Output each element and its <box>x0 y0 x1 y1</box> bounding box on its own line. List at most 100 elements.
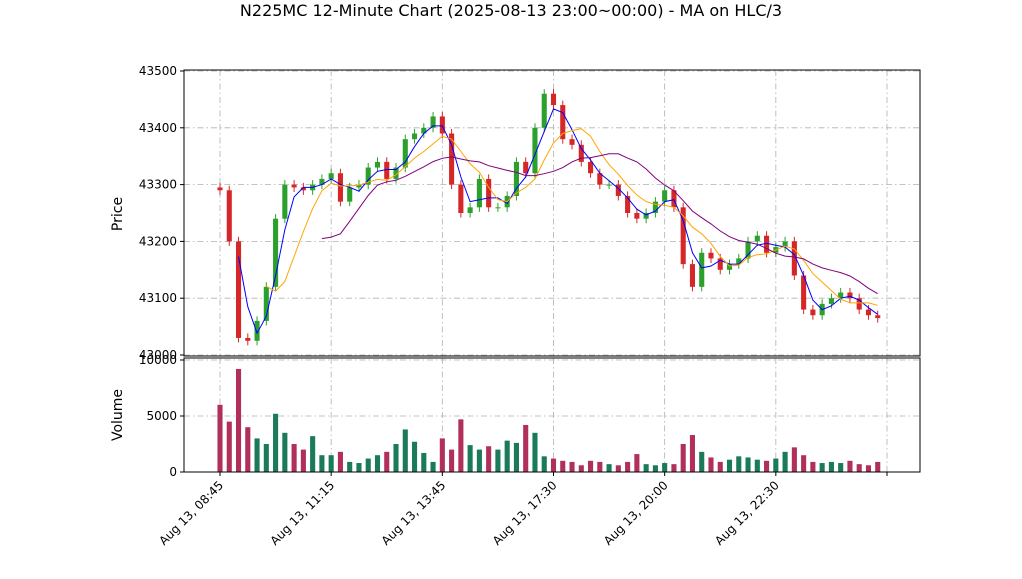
candle-body <box>550 93 557 106</box>
volume-bar <box>513 442 519 472</box>
candle-body <box>365 167 371 185</box>
volume-bar <box>347 461 353 472</box>
candle-body <box>486 178 492 208</box>
candle-body <box>828 298 834 304</box>
candle-body <box>458 184 464 213</box>
candle-body <box>736 258 742 265</box>
volume-bar <box>671 464 677 472</box>
candle-body <box>662 190 668 202</box>
volume-bar <box>717 461 723 472</box>
candle-body <box>245 337 251 341</box>
volume-bar <box>754 459 760 472</box>
candle-body <box>356 184 362 188</box>
volume-bar <box>319 455 325 472</box>
candle-body <box>217 187 223 191</box>
volume-bar <box>235 368 242 472</box>
candle-body <box>625 195 631 213</box>
volume-bar <box>476 449 482 472</box>
volume-bars <box>217 368 881 472</box>
candle-body <box>588 161 594 174</box>
candle-body <box>810 309 816 316</box>
volume-bar <box>217 404 223 472</box>
volume-bar <box>847 460 853 472</box>
volume-bar <box>680 444 686 472</box>
candle-body <box>495 207 501 209</box>
candle-body <box>319 178 325 185</box>
candle-body <box>291 184 297 188</box>
x-tick-label: Aug 13, 11:15 <box>267 478 337 548</box>
candle-body <box>374 161 381 168</box>
price-y-tick-label: 43500 <box>139 64 177 78</box>
volume-bar <box>689 435 696 472</box>
candle-body <box>263 286 269 321</box>
candle-body <box>717 258 723 270</box>
candle-body <box>606 184 612 186</box>
volume-bar <box>615 465 621 472</box>
candle-body <box>226 190 232 242</box>
candle-body <box>347 187 353 202</box>
volume-bar <box>634 454 640 472</box>
volume-bar <box>643 464 649 472</box>
ma-lines <box>238 108 878 335</box>
volume-bar <box>467 445 473 472</box>
volume-bar <box>578 465 584 472</box>
volume-bar <box>384 451 390 472</box>
x-tick-label: Aug 13, 08:45 <box>156 478 226 548</box>
volume-bar <box>291 444 297 472</box>
volume-bar <box>801 455 807 472</box>
volume-bar <box>736 456 742 472</box>
volume-bar <box>356 463 362 472</box>
candle-body <box>838 292 844 299</box>
candle-body <box>615 184 621 196</box>
candle-body <box>439 116 445 134</box>
candle-body <box>402 139 408 168</box>
candle-body <box>541 93 547 128</box>
ma-long-line <box>321 153 878 295</box>
volume-bar <box>782 451 788 472</box>
volume-bar <box>263 444 269 472</box>
candle-body <box>801 275 807 310</box>
price-grid <box>184 70 920 356</box>
volume-bar <box>486 446 492 472</box>
volume-bar <box>402 429 408 472</box>
volume-bar <box>708 457 714 472</box>
volume-bar <box>458 419 464 472</box>
volume-bar <box>365 458 371 472</box>
volume-y-axis-label: Volume <box>110 389 126 441</box>
volume-bar <box>523 424 529 472</box>
candle-body <box>300 187 306 191</box>
candle-body <box>699 252 705 287</box>
volume-bar <box>625 461 631 472</box>
volume-bar <box>541 456 547 472</box>
volume-bar <box>828 461 834 472</box>
x-tick-label: Aug 13, 22:30 <box>712 478 782 548</box>
volume-bar <box>430 461 436 472</box>
price-y-tick-label: 43200 <box>139 234 177 248</box>
volume-bar <box>421 452 427 472</box>
volume-bar <box>819 463 825 472</box>
volume-bar <box>226 421 232 472</box>
candle-body <box>745 241 751 259</box>
candle-body <box>337 173 343 202</box>
candle-body <box>680 207 686 265</box>
candle-body <box>513 161 519 196</box>
volume-bar <box>764 460 770 472</box>
volume-bar <box>699 451 705 472</box>
candle-body <box>273 218 279 287</box>
ma-mid-line <box>266 128 878 306</box>
candle-body <box>421 127 427 134</box>
volume-bar <box>273 413 279 472</box>
candle-body <box>569 139 575 145</box>
volume-bar <box>662 463 668 472</box>
volume-y-ticks: 0 5000 10000 <box>139 353 184 479</box>
price-y-axis-label: Price <box>110 197 126 231</box>
candle-body <box>865 309 872 316</box>
volume-bar <box>300 449 306 472</box>
volume-bar <box>606 464 612 472</box>
volume-bar <box>588 460 594 472</box>
candle-body <box>532 127 538 174</box>
volume-bar <box>449 449 455 472</box>
volume-bar <box>726 459 733 472</box>
price-y-tick-label: 43300 <box>139 178 177 192</box>
